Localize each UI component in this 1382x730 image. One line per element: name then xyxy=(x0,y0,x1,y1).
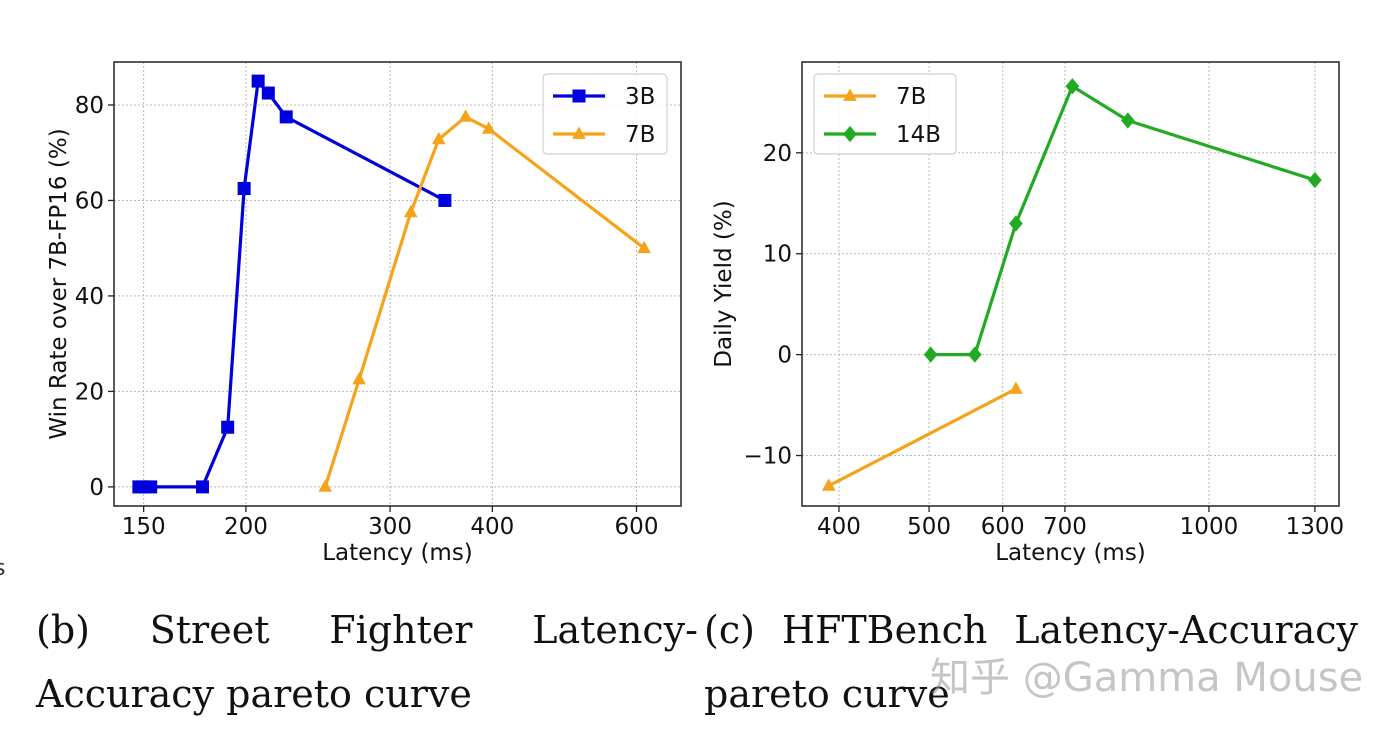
data-point-3B xyxy=(144,480,158,494)
data-point-7B xyxy=(481,121,496,134)
chart-panel-c: 400 500 600 700 1000 1300 −10 0 10 20 Latency (ms)… xyxy=(711,61,1345,566)
legend-label-7B: 7B xyxy=(625,122,655,148)
x-tick-label: 400 xyxy=(470,514,514,540)
data-point-7B xyxy=(1009,381,1023,394)
caption-c-word: Latency-Accuracy xyxy=(1014,608,1358,652)
series-line-3B xyxy=(138,79,446,489)
data-point-14B xyxy=(1065,78,1080,95)
series-line-7B xyxy=(828,387,1017,488)
caption-b-word: Latency- xyxy=(532,608,698,652)
chart-panel-b: 150 200 300 400 600 0 20 40 60 80 Latency (ms) Win … xyxy=(46,61,682,566)
caption-c-line1: (c) HFTBench Latency-Accuracy xyxy=(704,598,1358,662)
legend-label-3B: 3B xyxy=(625,84,655,110)
y-tick-label: 0 xyxy=(777,343,792,369)
x-axis-label: Latency (ms) xyxy=(322,540,473,566)
y-axis-label: Daily Yield (%) xyxy=(711,200,737,367)
data-point-7B xyxy=(821,478,836,491)
caption-b-label: (b) xyxy=(36,608,90,652)
x-tick-label: 600 xyxy=(615,514,659,540)
data-point-7B xyxy=(458,109,473,122)
caption-c: (c) HFTBench Latency-Accuracy pareto cur… xyxy=(704,598,1358,726)
series-line-7B xyxy=(323,115,646,488)
data-point-3B xyxy=(279,110,293,124)
data-point-3B xyxy=(251,74,265,88)
caption-c-label: (c) xyxy=(704,608,755,652)
data-point-3B xyxy=(195,480,209,494)
x-tick-label: 1000 xyxy=(1180,514,1239,540)
caption-b-line2: Accuracy pareto curve xyxy=(36,672,472,716)
data-point-7B xyxy=(352,372,366,385)
data-point-14B xyxy=(968,346,982,363)
stray-text: s xyxy=(0,556,5,581)
caption-c-line2: pareto curve xyxy=(704,672,950,716)
x-tick-label: 400 xyxy=(817,514,861,540)
legend-marker-7B xyxy=(843,88,857,101)
x-tick-label: 500 xyxy=(907,514,951,540)
plot-frame xyxy=(801,61,1340,507)
x-tick-label: 300 xyxy=(368,514,412,540)
data-point-3B xyxy=(221,420,235,434)
data-point-14B xyxy=(1009,215,1023,232)
data-point-3B xyxy=(438,193,452,207)
x-tick-label: 200 xyxy=(224,514,268,540)
caption-c-word: HFTBench xyxy=(781,608,988,652)
data-point-3B xyxy=(261,86,275,100)
x-tick-label: 700 xyxy=(1043,514,1087,540)
data-point-14B xyxy=(923,346,938,363)
y-axis-label: Win Rate over 7B-FP16 (%) xyxy=(46,128,72,439)
y-tick-label: 0 xyxy=(89,475,104,501)
legend-marker-3B xyxy=(572,89,586,103)
caption-b-line1: (b) Street Fighter Latency- xyxy=(36,598,698,662)
x-tick-label: 1300 xyxy=(1286,514,1345,540)
data-point-14B xyxy=(1308,171,1322,189)
data-point-7B xyxy=(403,204,418,218)
data-point-14B xyxy=(1121,112,1135,129)
y-tick-label: 10 xyxy=(763,242,792,268)
x-tick-label: 600 xyxy=(981,514,1025,540)
y-tick-label: 20 xyxy=(75,379,104,405)
y-tick-label: 20 xyxy=(763,141,792,167)
data-point-7B xyxy=(431,131,446,145)
caption-b: (b) Street Fighter Latency- Accuracy par… xyxy=(36,598,698,726)
legend-marker-7B xyxy=(572,126,586,139)
x-axis-label: Latency (ms) xyxy=(995,540,1146,566)
y-tick-label: 80 xyxy=(75,93,104,119)
caption-b-word: Fighter xyxy=(329,608,473,652)
series-line-14B xyxy=(930,84,1316,357)
x-tick-label: 150 xyxy=(122,514,166,540)
y-tick-label: 60 xyxy=(75,188,104,214)
data-point-7B xyxy=(637,240,651,254)
data-point-3B xyxy=(237,182,251,196)
caption-b-word: Street xyxy=(149,608,270,652)
legend-marker-14B xyxy=(843,125,857,143)
watermark-text: 知乎 @Gamma Mouse xyxy=(930,655,1364,701)
data-point-7B xyxy=(318,479,333,492)
plot-frame xyxy=(113,61,682,507)
y-tick-label: −10 xyxy=(743,444,792,470)
legend-label-14B: 14B xyxy=(896,122,941,148)
legend-label-7B: 7B xyxy=(896,84,926,110)
y-tick-label: 40 xyxy=(75,284,104,310)
